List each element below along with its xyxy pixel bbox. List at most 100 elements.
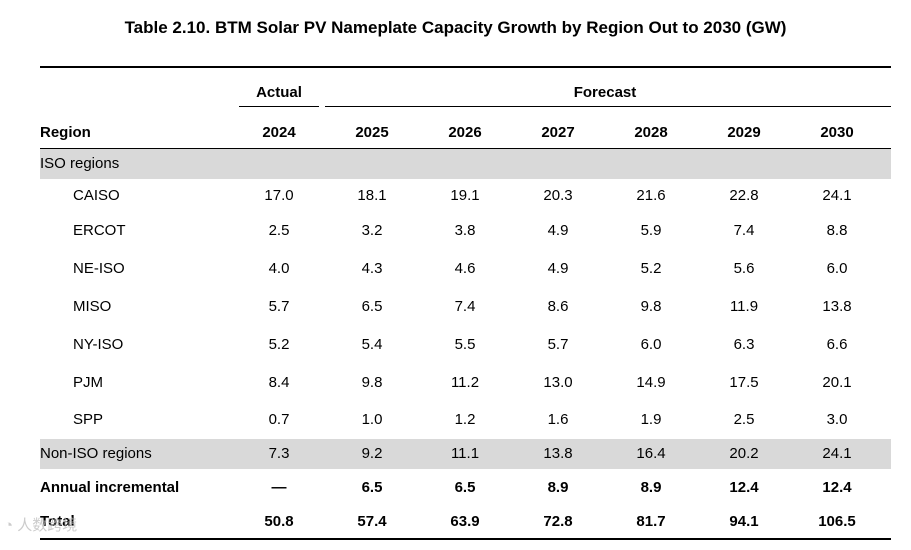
table-cell: 5.2	[268, 336, 290, 353]
table-cell: 6.0	[640, 336, 662, 353]
table-cell: 22.8	[729, 187, 759, 204]
table-cell: 9.8	[640, 298, 662, 315]
row-label: ERCOT	[73, 222, 126, 239]
row-label: MISO	[73, 298, 112, 315]
table-cell: 1.0	[361, 411, 383, 428]
table-cell: 6.6	[826, 336, 848, 353]
table-row-annual-incremental: Annual incremental — 6.5 6.5 8.9 8.9 12.…	[40, 473, 891, 503]
watermark-logo-icon: ◔	[4, 517, 14, 534]
table-cell: 20.3	[543, 187, 573, 204]
table-cell: 5.4	[361, 336, 383, 353]
row-label: NE-ISO	[73, 260, 125, 277]
table-cell: 2.5	[733, 411, 755, 428]
row-label: SPP	[73, 411, 104, 428]
table-cell: 11.9	[729, 298, 759, 315]
table-cell: 7.4	[454, 298, 476, 315]
table-cell: 4.0	[268, 260, 290, 277]
table-cell: 1.9	[640, 411, 662, 428]
table-cell: 11.1	[450, 445, 480, 462]
column-header-year: 2026	[448, 124, 482, 141]
table-cell: 8.9	[640, 479, 662, 496]
table-row-non-iso: Non-ISO regions 7.3 9.2 11.1 13.8 16.4 2…	[40, 439, 891, 469]
table-cell: 13.0	[543, 374, 573, 391]
row-label: Annual incremental	[40, 479, 180, 496]
table-cell: 94.1	[729, 513, 759, 530]
table-cell: 4.9	[547, 222, 569, 239]
table-cell: 6.5	[361, 298, 383, 315]
table-cell: 14.9	[636, 374, 666, 391]
table-cell: 57.4	[357, 513, 387, 530]
table-cell: 12.4	[729, 479, 759, 496]
table-cell: 12.4	[822, 479, 852, 496]
row-label: ISO regions	[40, 155, 120, 172]
actual-group-rule	[239, 106, 319, 107]
table-cell: 5.5	[454, 336, 476, 353]
column-header-year: 2027	[541, 124, 575, 141]
table-cell: 20.2	[729, 445, 759, 462]
column-header-row: Region 2024 2025 2026 2027 2028 2029 203…	[40, 118, 891, 148]
table-row: MISO 5.7 6.5 7.4 8.6 9.8 11.9 13.8	[40, 292, 891, 322]
table-cell: 63.9	[450, 513, 480, 530]
table-cell: 9.8	[361, 374, 383, 391]
table-cell: 2.5	[268, 222, 290, 239]
table-cell: 11.2	[450, 374, 480, 391]
table-cell: 24.1	[822, 445, 852, 462]
table-cell: 13.8	[822, 298, 852, 315]
table-cell: 20.1	[822, 374, 852, 391]
column-header-year: 2028	[634, 124, 668, 141]
table-cell: 3.0	[826, 411, 848, 428]
table-cell: 4.3	[361, 260, 383, 277]
column-header-year: 2030	[820, 124, 854, 141]
table-cell: 24.1	[822, 187, 852, 204]
table-cell: 21.6	[636, 187, 666, 204]
table-cell: 8.4	[268, 374, 290, 391]
table-cell: 18.1	[357, 187, 387, 204]
table-cell: 17.0	[264, 187, 294, 204]
watermark: ◔ 人数跨境	[4, 514, 77, 535]
table-cell: 6.5	[361, 479, 383, 496]
table-cell: 6.3	[733, 336, 755, 353]
table-row: CAISO 17.0 18.1 19.1 20.3 21.6 22.8 24.1	[40, 181, 891, 211]
table-cell: 5.6	[733, 260, 755, 277]
table-row-total: Total 50.8 57.4 63.9 72.8 81.7 94.1 106.…	[40, 507, 891, 537]
table-cell: 8.9	[547, 479, 569, 496]
top-rule	[40, 66, 891, 68]
table-cell: 72.8	[543, 513, 573, 530]
table-cell: 3.8	[454, 222, 476, 239]
row-label: Non-ISO regions	[40, 445, 152, 462]
table-cell: 17.5	[729, 374, 759, 391]
column-header-year: 2024	[262, 124, 296, 141]
table-cell: 13.8	[543, 445, 573, 462]
forecast-group-rule	[325, 106, 891, 107]
table-cell: 1.6	[547, 411, 569, 428]
table-cell: 7.4	[733, 222, 755, 239]
row-label: NY-ISO	[73, 336, 124, 353]
table-cell: 5.9	[640, 222, 662, 239]
table-row: PJM 8.4 9.8 11.2 13.0 14.9 17.5 20.1	[40, 368, 891, 398]
column-header-region: Region	[40, 124, 91, 141]
table-cell: 19.1	[450, 187, 480, 204]
table-cell: —	[271, 479, 287, 496]
section-row-iso-regions: ISO regions	[40, 149, 891, 179]
group-header-forecast: Forecast	[573, 84, 637, 101]
table-cell: 9.2	[361, 445, 383, 462]
table-cell: 50.8	[264, 513, 294, 530]
column-header-year: 2025	[355, 124, 389, 141]
table-cell: 5.7	[547, 336, 569, 353]
row-label: CAISO	[73, 187, 120, 204]
table-cell: 0.7	[268, 411, 290, 428]
table-cell: 6.0	[826, 260, 848, 277]
table-cell: 16.4	[636, 445, 666, 462]
table-cell: 1.2	[454, 411, 476, 428]
watermark-text: 人数跨境	[17, 517, 78, 534]
table-cell: 106.5	[818, 513, 856, 530]
column-header-year: 2029	[727, 124, 761, 141]
table-row: NY-ISO 5.2 5.4 5.5 5.7 6.0 6.3 6.6	[40, 330, 891, 360]
table-row: ERCOT 2.5 3.2 3.8 4.9 5.9 7.4 8.8	[40, 216, 891, 246]
row-label: PJM	[73, 374, 103, 391]
table-cell: 4.9	[547, 260, 569, 277]
table-cell: 8.6	[547, 298, 569, 315]
table-cell: 3.2	[361, 222, 383, 239]
row-label: Total	[40, 513, 75, 530]
table-cell: 81.7	[636, 513, 666, 530]
